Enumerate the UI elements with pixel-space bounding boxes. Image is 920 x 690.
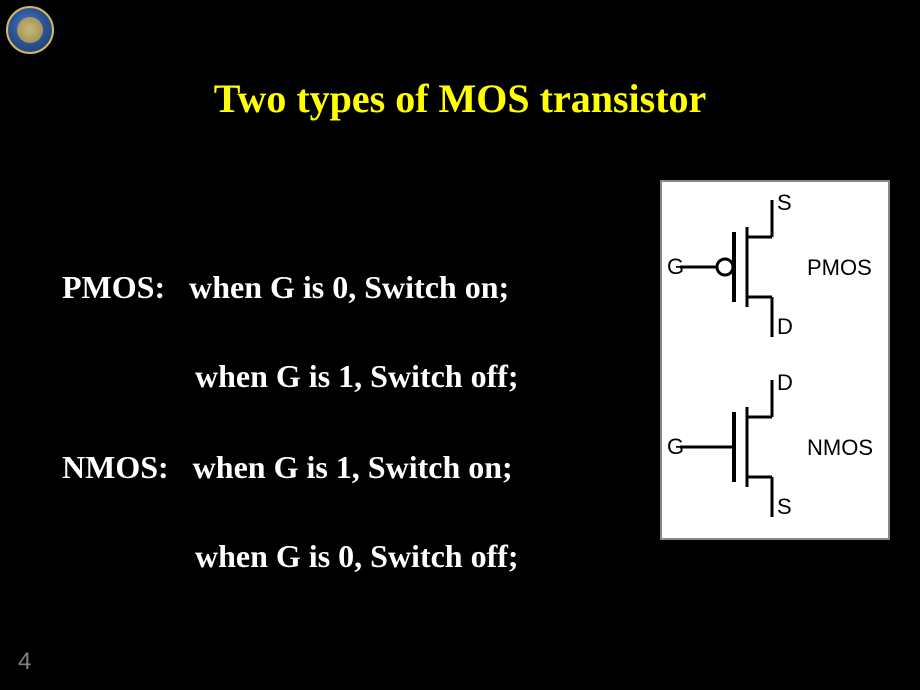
page-number: 4 xyxy=(18,648,31,676)
pmos-text-block: PMOS: when G is 0, Switch on; when G is … xyxy=(30,220,519,399)
pmos-symbol: S G D PMOS xyxy=(667,190,872,339)
nmos-line2: when G is 0, Switch off; xyxy=(30,534,519,579)
nmos-symbol: D G S NMOS xyxy=(667,370,873,519)
transistor-svg: S G D PMOS D G xyxy=(662,182,888,538)
pmos-type-label: PMOS xyxy=(807,255,872,280)
pmos-s-label: S xyxy=(777,190,792,215)
nmos-label: NMOS: xyxy=(62,449,169,485)
pmos-d-label: D xyxy=(777,314,793,339)
pmos-label: PMOS: xyxy=(62,269,165,305)
nmos-g-label: G xyxy=(667,434,684,459)
university-logo xyxy=(6,6,54,54)
nmos-type-label: NMOS xyxy=(807,435,873,460)
nmos-s-label: S xyxy=(777,494,792,519)
nmos-text-block: NMOS: when G is 1, Switch on; when G is … xyxy=(30,400,519,579)
pmos-line2: when G is 1, Switch off; xyxy=(30,354,519,399)
transistor-diagram: S G D PMOS D G xyxy=(660,180,890,540)
logo-inner xyxy=(17,17,43,43)
nmos-line1: when G is 1, Switch on; xyxy=(193,449,513,485)
pmos-g-label: G xyxy=(667,254,684,279)
slide-title: Two types of MOS transistor xyxy=(0,75,920,122)
nmos-d-label: D xyxy=(777,370,793,395)
pmos-line1: when G is 0, Switch on; xyxy=(189,269,509,305)
